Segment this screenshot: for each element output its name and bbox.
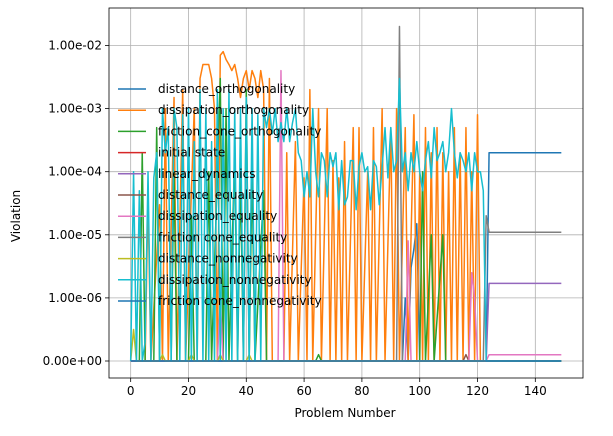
x-axis-label: Problem Number xyxy=(294,406,395,420)
legend-label: distance_equality xyxy=(158,188,263,202)
plot-frame xyxy=(108,7,584,379)
legend: distance_orthogonality dissipation_orthog… xyxy=(118,82,322,308)
legend-label: linear_dynamics xyxy=(158,167,256,181)
series-line-dissipation-nonnegativity xyxy=(129,77,562,362)
legend-label: initial state xyxy=(158,146,225,160)
series-line-distance-equality xyxy=(130,353,562,362)
axes: 0 20 40 60 80 100 120 140 0.00e+00 1.00e-06 1.00e-… xyxy=(43,7,584,398)
series-lines xyxy=(129,25,562,362)
x-tick-label: 40 xyxy=(239,384,254,398)
y-tick-label: 0.00e+00 xyxy=(43,354,102,368)
x-tick-label: 0 xyxy=(127,384,135,398)
y-tick-label: 1.00e-03 xyxy=(48,102,102,116)
x-tick-label: 100 xyxy=(408,384,431,398)
x-tick-label: 20 xyxy=(181,384,196,398)
series-line-dissipation-orthogonality xyxy=(130,50,562,362)
y-tick-label: 1.00e-04 xyxy=(48,165,102,179)
legend-label: distance_orthogonality xyxy=(158,82,295,96)
legend-label: friction cone_nonnegativity xyxy=(158,294,322,308)
y-tick-label: 1.00e-06 xyxy=(48,291,102,305)
x-tick-label: 80 xyxy=(354,384,369,398)
legend-label: dissipation_orthogonality xyxy=(158,103,309,117)
y-axis-label: Violation xyxy=(9,190,23,242)
x-tick-label: 140 xyxy=(524,384,547,398)
legend-label: dissipation_nonnegativity xyxy=(158,273,312,287)
y-tick-label: 1.00e-05 xyxy=(48,228,102,242)
legend-label: friction cone_equality xyxy=(158,230,287,244)
legend-label: friction_cone_orthogonality xyxy=(158,124,321,138)
y-tick-label: 1.00e-02 xyxy=(48,39,102,53)
series-line-distance-nonnegativity xyxy=(129,328,562,362)
x-tick-label: 60 xyxy=(296,384,311,398)
legend-label: distance_nonnegativity xyxy=(158,252,298,266)
legend-label: dissipation_equality xyxy=(158,209,277,223)
x-tick-label: 120 xyxy=(466,384,489,398)
